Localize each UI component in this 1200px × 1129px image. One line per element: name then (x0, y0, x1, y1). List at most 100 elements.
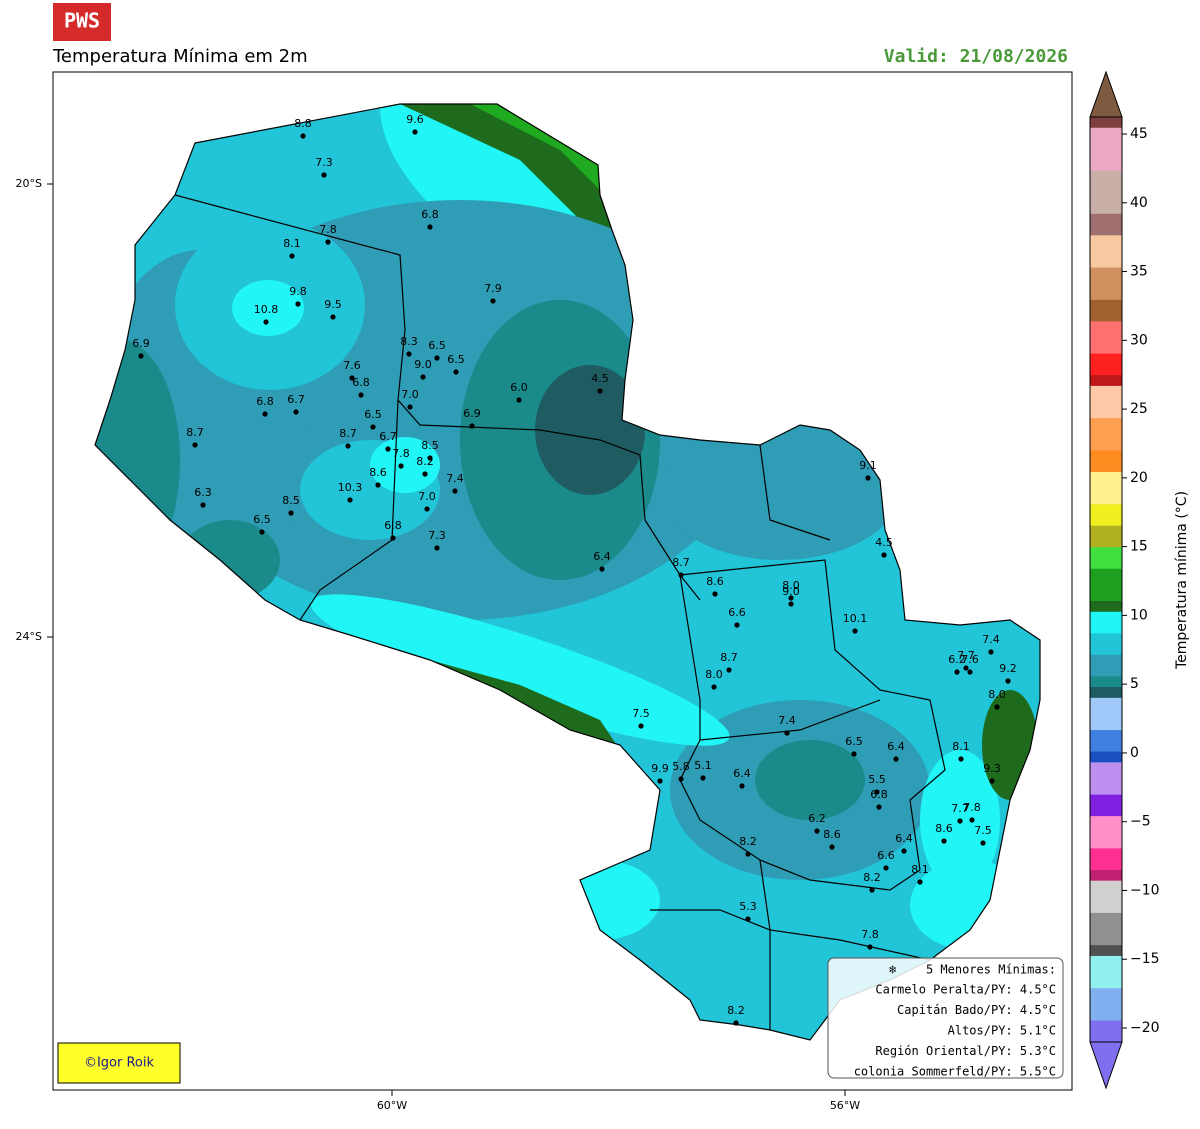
station-value: 8.7 (339, 427, 357, 440)
station-value: 6.5 (364, 408, 382, 421)
colorbar-band (1090, 676, 1122, 688)
station-dot (469, 423, 475, 429)
station-dot (734, 622, 740, 628)
station-dot (262, 411, 268, 417)
colorbar-tick-label: 45 (1130, 126, 1148, 142)
lat-label: 24°S (16, 630, 42, 643)
colorbar-band (1090, 687, 1122, 699)
station-dot (784, 730, 790, 736)
station-value: 9.1 (859, 459, 877, 472)
station-dot (678, 572, 684, 578)
station-value: 6.4 (733, 767, 751, 780)
colorbar-tick-label: 0 (1130, 745, 1139, 761)
colorbar-band (1090, 568, 1122, 602)
station-dot (385, 446, 391, 452)
station-value: 5.8 (672, 760, 690, 773)
station-dot (289, 253, 295, 259)
station-value: 6.5 (447, 353, 465, 366)
colorbar-band (1090, 471, 1122, 505)
colorbar-tick-label: 40 (1130, 195, 1148, 211)
station-value: 6.9 (463, 407, 481, 420)
station-value: 8.0 (988, 688, 1006, 701)
station-value: 8.2 (739, 835, 757, 848)
colorbar-band (1090, 375, 1122, 387)
station-dot (453, 369, 459, 375)
station-value: 9.0 (414, 358, 432, 371)
legend: ❄ 5 Menores Mínimas: Carmelo Peralta/PY:… (854, 963, 1056, 1079)
station-value: 8.2 (416, 455, 434, 468)
station-dot (869, 887, 875, 893)
station-dot (733, 1020, 739, 1026)
station-value: 8.1 (952, 740, 970, 753)
station-value: 7.8 (319, 223, 337, 236)
station-value: 8.8 (294, 117, 312, 130)
colorbar-band (1090, 697, 1122, 731)
station-dot (954, 669, 960, 675)
station-value: 8.5 (282, 494, 300, 507)
station-dot (422, 471, 428, 477)
station-dot (300, 133, 306, 139)
station-dot (745, 851, 751, 857)
colorbar-band (1090, 794, 1122, 817)
station-dot (726, 667, 732, 673)
station-dot (390, 535, 396, 541)
colorbar-band (1090, 117, 1122, 129)
station-value: 7.4 (982, 633, 1000, 646)
station-dot (957, 818, 963, 824)
station-value: 8.6 (706, 575, 724, 588)
station-dot (745, 916, 751, 922)
station-value: 6.5 (845, 735, 863, 748)
station-value: 10.1 (843, 612, 868, 625)
colorbar-tick-label: 30 (1130, 332, 1148, 348)
station-value: 6.9 (132, 337, 150, 350)
station-value: 7.0 (418, 490, 436, 503)
station-dot (883, 865, 889, 871)
colorbar-band (1090, 213, 1122, 236)
colorbar-label: Temperatura mínima (°C) (1174, 491, 1190, 670)
station-value: 7.3 (315, 156, 333, 169)
lat-label: 20°S (16, 177, 42, 190)
station-value: 7.3 (428, 529, 446, 542)
colorbar-bottom-arrow (1089, 1041, 1123, 1090)
station-dot (874, 789, 880, 795)
station-dot (358, 392, 364, 398)
colorbar-top-arrow (1089, 70, 1123, 118)
lon-label: 56°W (830, 1099, 860, 1112)
station-value: 9.0 (782, 585, 800, 598)
station-value: 8.6 (369, 466, 387, 479)
station-dot (967, 669, 973, 675)
legend-entry: colonia Sommerfeld/PY: 5.5°C (854, 1065, 1056, 1079)
station-value: 5.3 (739, 900, 757, 913)
station-dot (347, 497, 353, 503)
colorbar-tick-label: 10 (1130, 607, 1148, 623)
station-value: 7.6 (961, 653, 979, 666)
legend-entry: Carmelo Peralta/PY: 4.5°C (875, 983, 1056, 997)
station-value: 8.6 (935, 822, 953, 835)
station-value: 10.3 (338, 481, 363, 494)
station-value: 6.8 (352, 376, 370, 389)
station-value: 8.7 (186, 426, 204, 439)
station-value: 6.4 (593, 550, 611, 563)
station-dot (876, 804, 882, 810)
colorbar-band (1090, 751, 1122, 763)
station-value: 6.8 (870, 788, 888, 801)
station-dot (917, 879, 923, 885)
station-dot (420, 374, 426, 380)
station-dot (711, 684, 717, 690)
station-value: 8.0 (782, 579, 800, 592)
station-dot (881, 552, 887, 558)
lon-label: 60°W (377, 1099, 407, 1112)
colorbar-band (1090, 547, 1122, 570)
station-dot (865, 475, 871, 481)
station-dot (293, 409, 299, 415)
colorbar-band (1090, 127, 1122, 172)
station-dot (599, 566, 605, 572)
colorbar-band (1090, 418, 1122, 451)
credit-box (57, 1042, 181, 1084)
station-dot (325, 239, 331, 245)
valid-date: Valid: 21/08/2026 (884, 46, 1068, 67)
station-value: 8.1 (283, 237, 301, 250)
station-value: 5.1 (694, 759, 712, 772)
station-value: 9.2 (999, 662, 1017, 675)
station-dot (427, 455, 433, 461)
